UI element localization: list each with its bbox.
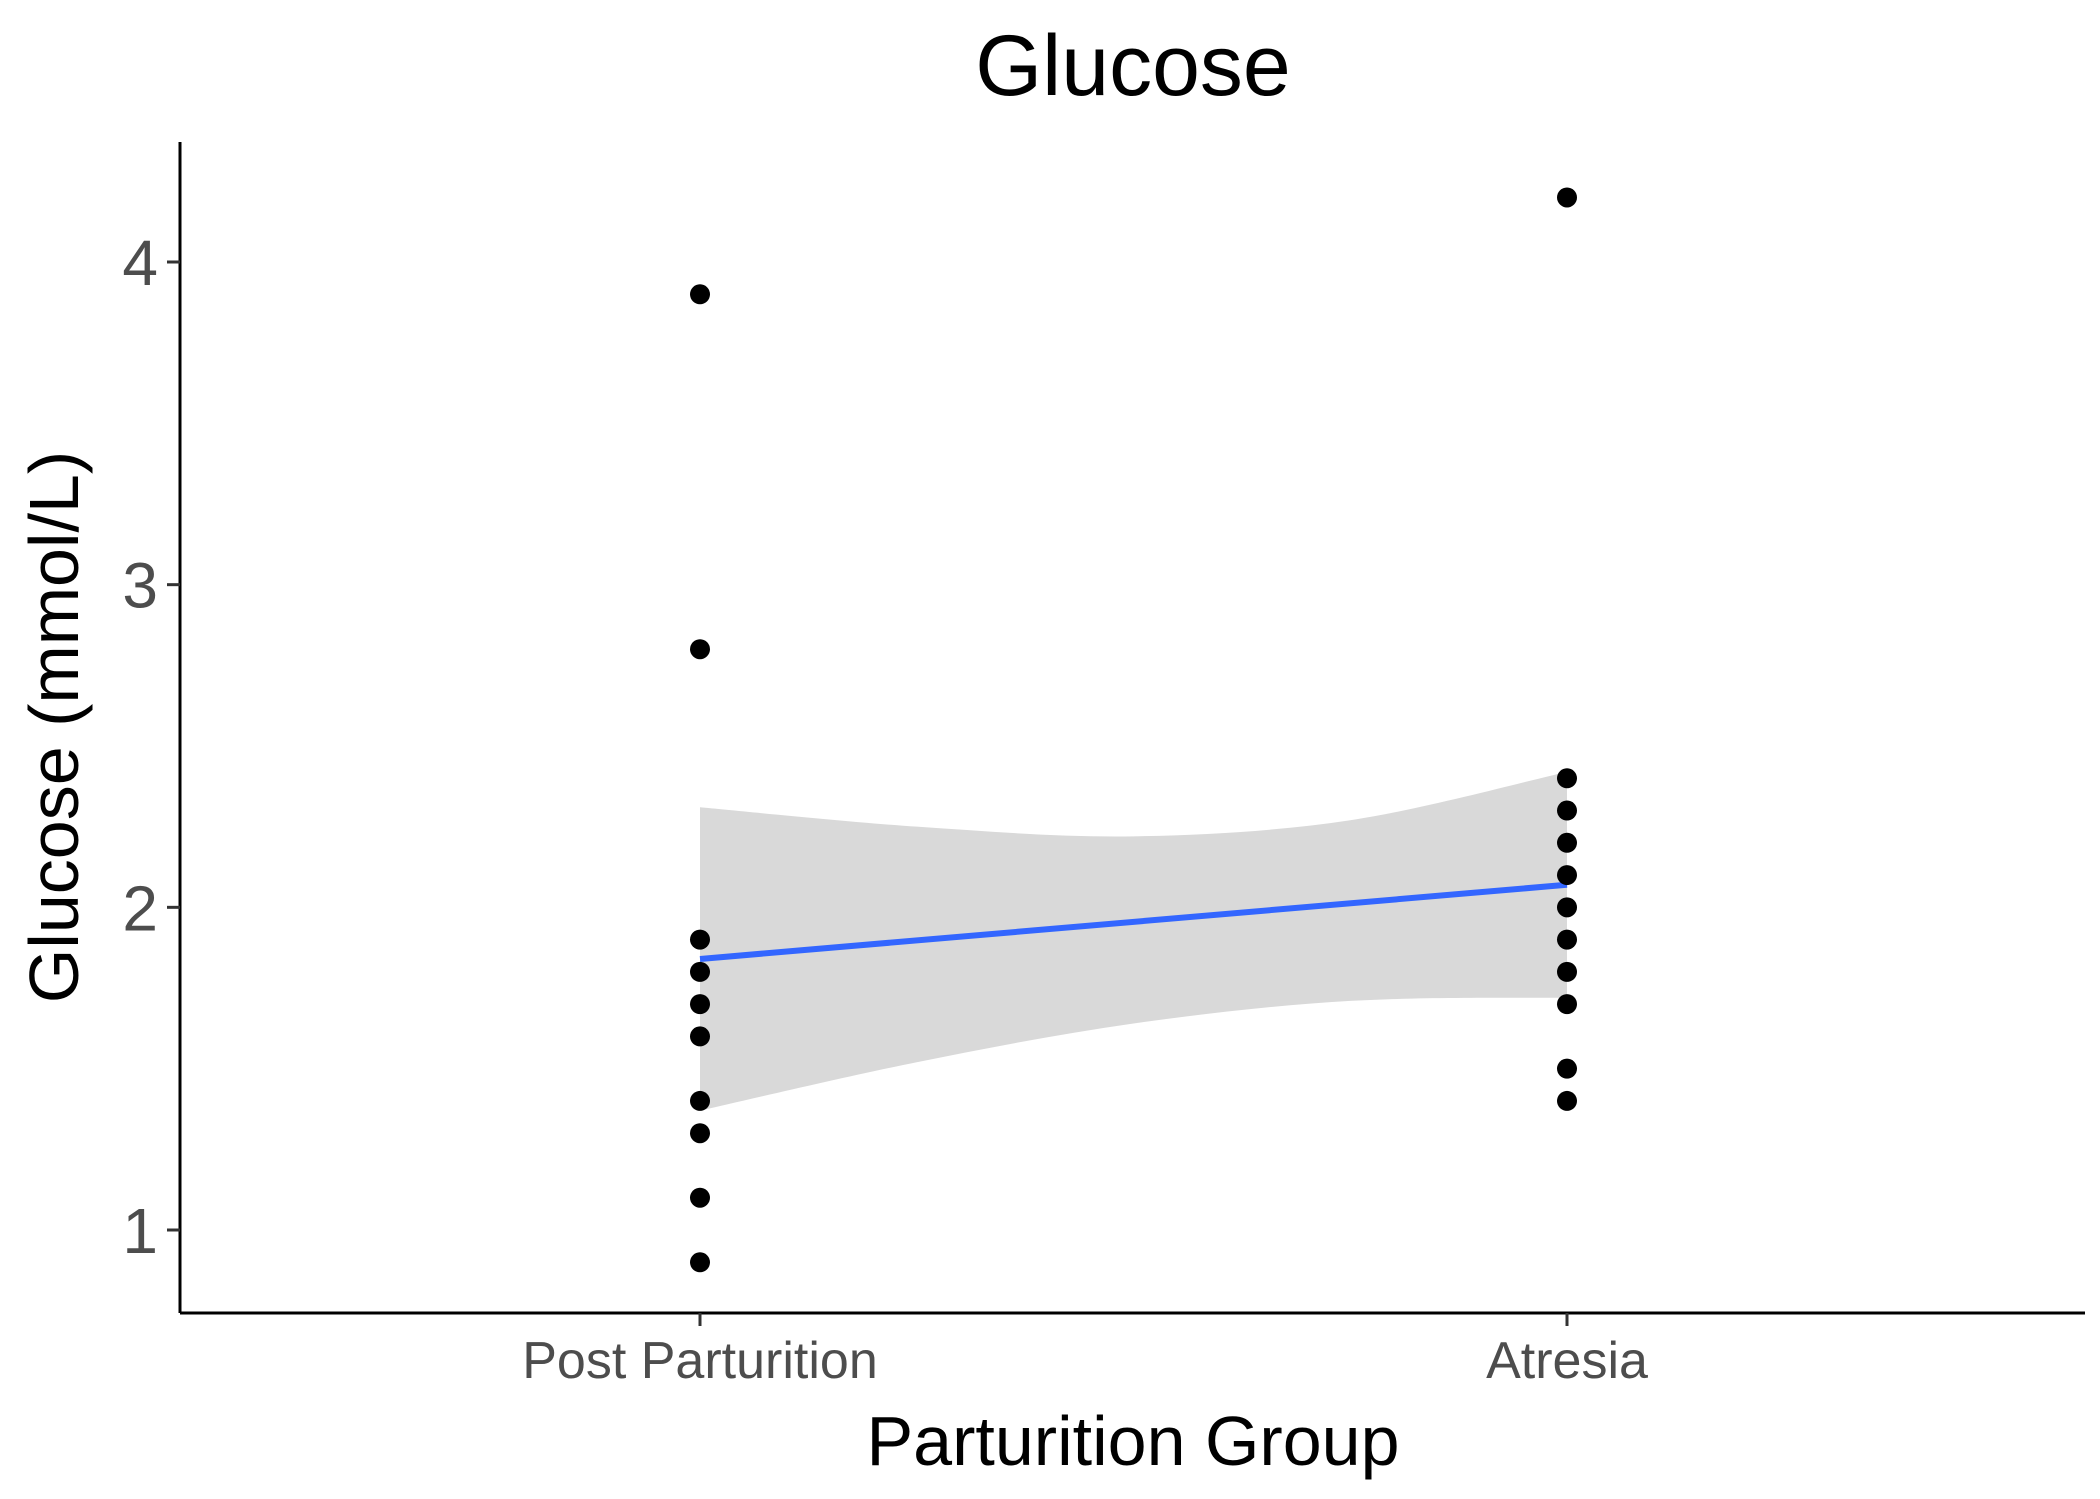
- data-point: [1557, 994, 1577, 1015]
- y-tick-label: 3: [122, 550, 158, 622]
- x-tick-label: Post Parturition: [522, 1332, 878, 1390]
- data-point: [1557, 929, 1577, 950]
- axes: [178, 142, 2085, 1315]
- data-point: [690, 1187, 710, 1208]
- data-point: [1557, 800, 1577, 821]
- data-point: [690, 1252, 710, 1273]
- data-point: [1557, 865, 1577, 886]
- data-point: [690, 284, 710, 305]
- y-ticks: 1 2 3 4: [122, 227, 180, 1267]
- y-tick-label: 1: [122, 1195, 158, 1267]
- y-axis-title: Glucose (mmol/L): [15, 451, 93, 1003]
- confidence-band-layer: [700, 771, 1567, 1111]
- data-points-layer: [690, 187, 1577, 1273]
- data-point: [690, 639, 710, 660]
- data-point: [1557, 1058, 1577, 1079]
- y-tick-label: 2: [122, 872, 158, 944]
- data-point: [1557, 897, 1577, 918]
- data-point: [1557, 832, 1577, 853]
- x-tick-label: Atresia: [1486, 1332, 1648, 1390]
- fit-line-layer: [699, 881, 1568, 962]
- data-point: [690, 1123, 710, 1144]
- y-tick-label: 4: [122, 227, 158, 299]
- fit-line: [699, 881, 1568, 962]
- data-point: [1557, 961, 1577, 982]
- confidence-band: [700, 771, 1567, 1111]
- data-point: [690, 1026, 710, 1047]
- data-point: [690, 929, 710, 950]
- data-point: [1557, 187, 1577, 208]
- chart-title: Glucose: [975, 18, 1291, 114]
- x-ticks: Post Parturition Atresia: [522, 1313, 1648, 1390]
- data-point: [690, 1090, 710, 1111]
- data-point: [690, 994, 710, 1015]
- data-point: [690, 961, 710, 982]
- data-point: [1557, 768, 1577, 789]
- x-axis-title: Parturition Group: [866, 1402, 1399, 1480]
- data-point: [1557, 1090, 1577, 1111]
